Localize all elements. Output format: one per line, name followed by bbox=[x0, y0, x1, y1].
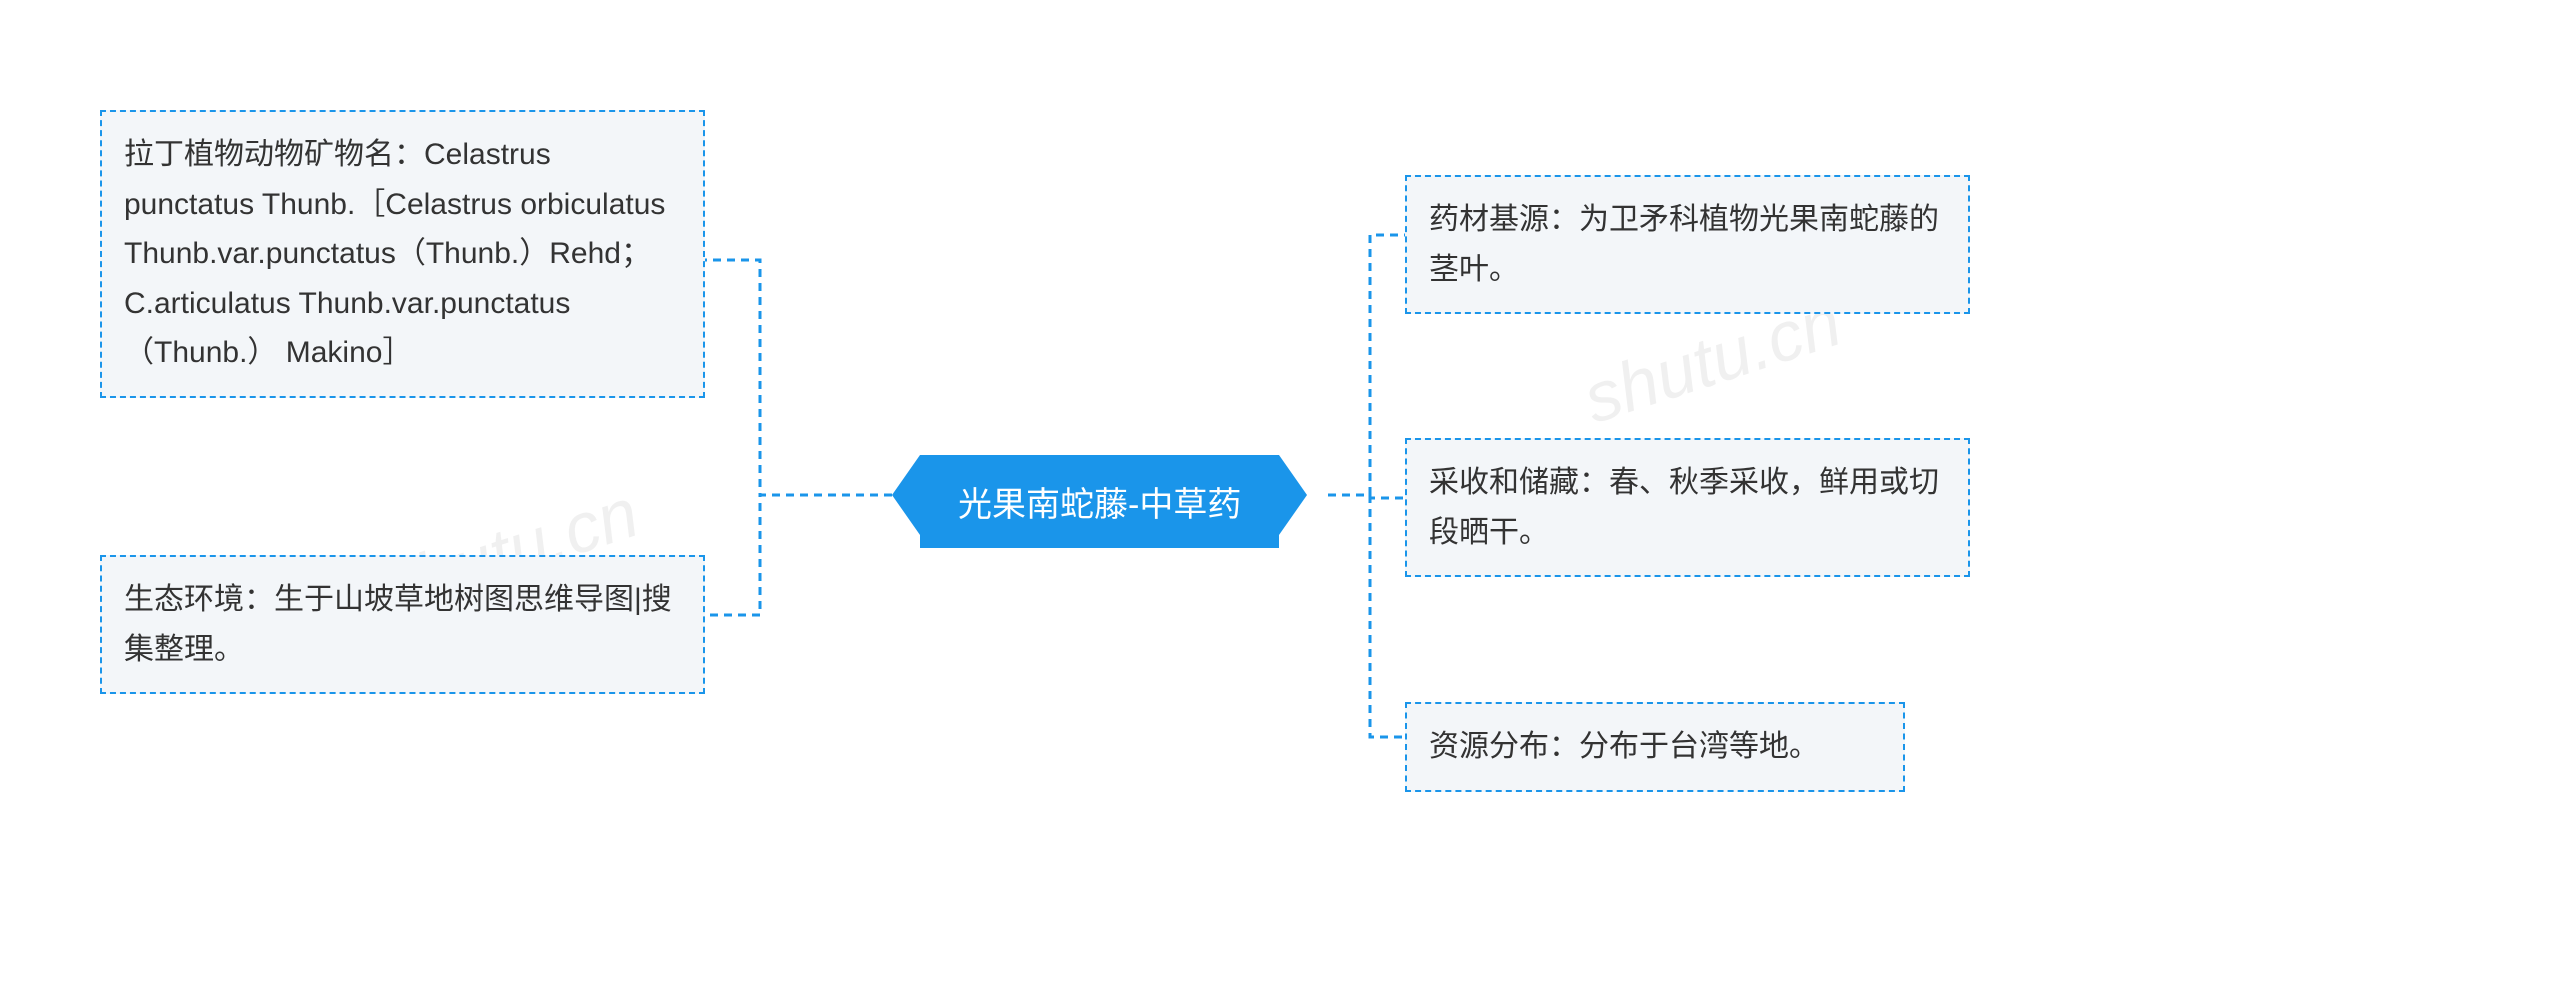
node-habitat-text: 生态环境：生于山坡草地树图思维导图|搜集整理。 bbox=[124, 583, 672, 666]
connector-left-1 bbox=[705, 260, 892, 495]
connector-right-3 bbox=[1328, 495, 1405, 737]
mindmap-canvas: 树图 shutu.cn shutu.cn 光果南蛇藤-中草药 拉丁植物动物矿物名… bbox=[0, 0, 2560, 1004]
node-source[interactable]: 药材基源：为卫矛科植物光果南蛇藤的茎叶。 bbox=[1405, 175, 1970, 314]
connector-right-1 bbox=[1328, 235, 1405, 495]
node-harvest[interactable]: 采收和储藏：春、秋季采收，鲜用或切段晒干。 bbox=[1405, 438, 1970, 577]
node-latin-name-text: 拉丁植物动物矿物名：Celastrus punctatus Thunb.［Cel… bbox=[124, 138, 665, 369]
center-topic-label: 光果南蛇藤-中草药 bbox=[958, 477, 1241, 526]
node-distribution[interactable]: 资源分布：分布于台湾等地。 bbox=[1405, 702, 1905, 792]
center-topic[interactable]: 光果南蛇藤-中草药 bbox=[920, 455, 1279, 548]
node-distribution-text: 资源分布：分布于台湾等地。 bbox=[1429, 730, 1819, 763]
node-latin-name[interactable]: 拉丁植物动物矿物名：Celastrus punctatus Thunb.［Cel… bbox=[100, 110, 705, 398]
node-source-text: 药材基源：为卫矛科植物光果南蛇藤的茎叶。 bbox=[1429, 203, 1939, 286]
node-habitat[interactable]: 生态环境：生于山坡草地树图思维导图|搜集整理。 bbox=[100, 555, 705, 694]
connector-left-2 bbox=[705, 495, 892, 615]
connector-right-2 bbox=[1328, 495, 1405, 498]
node-harvest-text: 采收和储藏：春、秋季采收，鲜用或切段晒干。 bbox=[1429, 466, 1939, 549]
